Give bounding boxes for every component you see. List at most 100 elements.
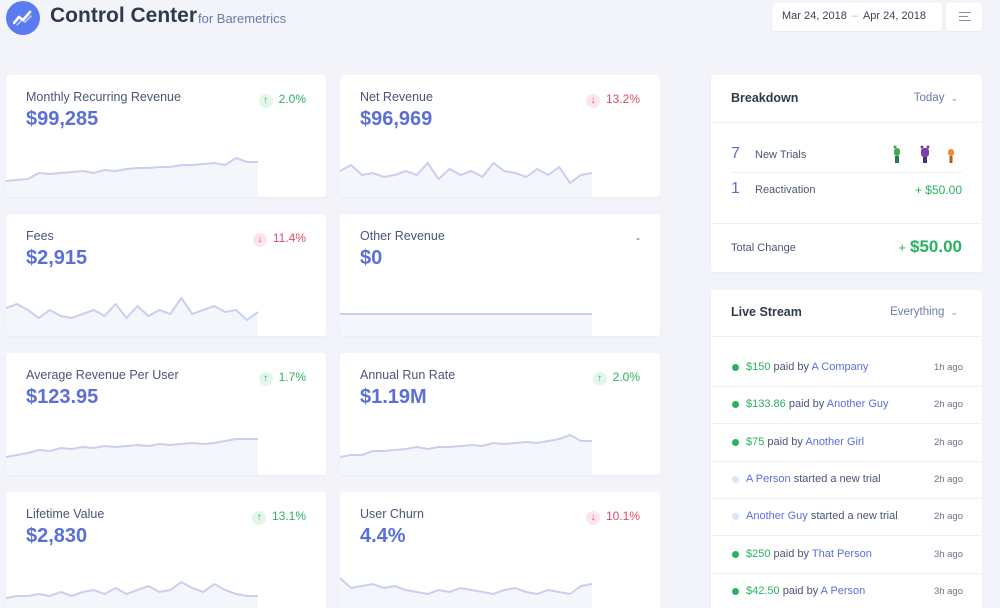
date-separator: – <box>851 10 858 22</box>
live-stream-filter-label: Everything <box>890 306 945 318</box>
live-stream-text: $75 paid by Another Girl <box>746 436 864 448</box>
metric-change-value: 2.0% <box>278 92 306 106</box>
payment-amount: $150 <box>746 361 771 373</box>
divider <box>731 172 962 173</box>
payment-amount: $250 <box>746 547 771 560</box>
customer-link[interactable]: Another Guy <box>826 398 889 411</box>
baremetrics-logo-icon[interactable] <box>6 1 40 35</box>
metric-card-arpu[interactable]: Average Revenue Per User $123.95 ↑ 1.7% <box>6 353 326 475</box>
metric-card-mrr[interactable]: Monthly Recurring Revenue $99,285 ↑ 2.0% <box>6 75 326 197</box>
metric-card-arr[interactable]: Annual Run Rate $1.19M ↑ 2.0% <box>340 353 660 475</box>
sparkline-area <box>340 578 592 608</box>
metric-value: $2,915 <box>26 247 88 269</box>
live-stream-item[interactable]: $75 paid by Another Girl 2h ago <box>711 425 983 462</box>
live-stream-item[interactable]: $150 paid by A Company 1h ago <box>711 350 983 387</box>
sparkline-line <box>6 296 259 322</box>
customer-link[interactable]: A Person <box>746 472 791 485</box>
metric-value: $123.95 <box>26 386 99 408</box>
metric-sparkline <box>340 433 592 475</box>
breakdown-filter-label: Today <box>913 92 945 104</box>
event-verb: paid by <box>767 435 803 448</box>
live-stream-item[interactable]: $133.86 paid by Another Guy 2h ago <box>711 387 983 425</box>
live-stream-filter-dropdown[interactable]: Everything ⌄ <box>890 306 958 318</box>
metric-change-value: 13.1% <box>271 509 306 523</box>
metric-name: Other Revenue <box>360 229 445 243</box>
live-stream-title: Live Stream <box>731 305 802 319</box>
sparkline-line <box>340 433 592 458</box>
live-stream-item[interactable]: $42.50 paid by A Person 3h ago <box>711 574 983 608</box>
breakdown-row-new-trials[interactable]: 7 New Trials <box>731 145 962 169</box>
live-stream-item[interactable]: $250 paid by That Person 3h ago <box>711 537 983 574</box>
live-stream-item[interactable]: Another Guy started a new trial 2h ago <box>711 499 983 537</box>
arrow-up-icon: ↑ <box>258 94 273 108</box>
customer-link[interactable]: A Person <box>820 584 866 597</box>
metric-name: Annual Run Rate <box>360 368 456 382</box>
sparkline-area <box>6 439 258 475</box>
metric-change-value: 13.2% <box>605 92 640 106</box>
sparkline-area <box>340 435 592 475</box>
sparkline-line <box>340 577 593 596</box>
event-timestamp: 2h ago <box>933 399 963 411</box>
live-stream-text: $133.86 paid by Another Guy <box>746 398 889 410</box>
event-verb: started a new trial <box>793 472 881 485</box>
date-range-picker[interactable]: Mar 24, 2018– Apr 24, 2018 <box>772 3 942 31</box>
metric-change-value: 1.7% <box>278 370 306 384</box>
live-stream-text: $42.50 paid by A Person <box>746 585 865 597</box>
customer-link[interactable]: A Company <box>811 361 869 373</box>
breakdown-count: 7 <box>731 145 740 162</box>
chevron-down-icon: ⌄ <box>950 93 958 103</box>
metric-sparkline <box>6 438 258 475</box>
metric-change-badge: ↑ 1.7% <box>258 370 306 386</box>
total-change-label: Total Change <box>731 242 796 254</box>
metric-card-net-revenue[interactable]: Net Revenue $96,969 ↓ 13.2% <box>340 75 660 197</box>
metric-card-user-churn[interactable]: User Churn 4.4% ↓ 10.1% <box>340 492 660 608</box>
metric-card-fees[interactable]: Fees $2,915 ↓ 11.4% <box>6 214 326 336</box>
divider <box>711 122 982 123</box>
metric-change-badge: - <box>636 231 640 245</box>
breakdown-row-reactivation[interactable]: 1 Reactivation + $50.00 <box>731 180 962 204</box>
breakdown-filter-dropdown[interactable]: Today ⌄ <box>914 92 958 104</box>
metric-value: $2,830 <box>26 525 88 547</box>
menu-button[interactable] <box>946 3 982 31</box>
status-dot-icon <box>732 364 739 371</box>
payment-amount: $42.50 <box>746 584 780 597</box>
metric-card-ltv[interactable]: Lifetime Value $2,830 ↑ 13.1% <box>6 492 326 608</box>
metric-card-other-revenue[interactable]: Other Revenue $0 - <box>340 214 660 336</box>
payment-amount: $133.86 <box>746 398 786 411</box>
status-dot-icon <box>732 475 739 483</box>
event-timestamp: 3h ago <box>933 548 963 560</box>
customer-link[interactable]: Another Guy <box>746 510 808 523</box>
sparkline-area <box>6 158 258 197</box>
live-stream-text: A Person started a new trial <box>746 473 881 485</box>
metric-value: 4.4% <box>360 525 406 547</box>
status-dot-icon <box>732 550 739 558</box>
customer-link[interactable]: Another Girl <box>805 435 865 448</box>
live-stream-text: $250 paid by That Person <box>746 548 872 560</box>
total-change-value: $50.00 <box>910 237 962 256</box>
metric-sparkline <box>6 156 258 197</box>
event-timestamp: 2h ago <box>933 473 963 485</box>
metric-name: User Churn <box>360 507 424 521</box>
customer-link[interactable]: That Person <box>811 547 872 560</box>
breakdown-amount: + $50.00 <box>914 183 962 197</box>
sparkline-line <box>6 438 258 458</box>
metric-change-value: 2.0% <box>612 370 640 384</box>
metric-change-badge: ↓ 13.2% <box>585 92 640 108</box>
metric-sparkline <box>340 577 593 608</box>
sparkline-area <box>6 298 258 336</box>
event-verb: paid by <box>773 547 810 560</box>
metric-name: Average Revenue Per User <box>26 368 179 382</box>
arrow-down-icon: ↓ <box>585 511 600 525</box>
event-timestamp: 1h ago <box>933 362 963 373</box>
metric-name: Net Revenue <box>360 90 433 104</box>
sparkline-line <box>6 156 258 182</box>
live-stream-item[interactable]: A Person started a new trial 2h ago <box>711 462 983 499</box>
metric-value: $96,969 <box>360 108 433 130</box>
monster-avatar-icon <box>948 149 954 163</box>
metric-value: $99,285 <box>26 108 99 130</box>
metric-value: $1.19M <box>360 386 427 408</box>
event-timestamp: 3h ago <box>933 585 963 597</box>
status-dot-icon <box>732 587 739 595</box>
metric-sparkline <box>340 161 593 197</box>
total-change-amount: + $50.00 <box>898 237 962 257</box>
